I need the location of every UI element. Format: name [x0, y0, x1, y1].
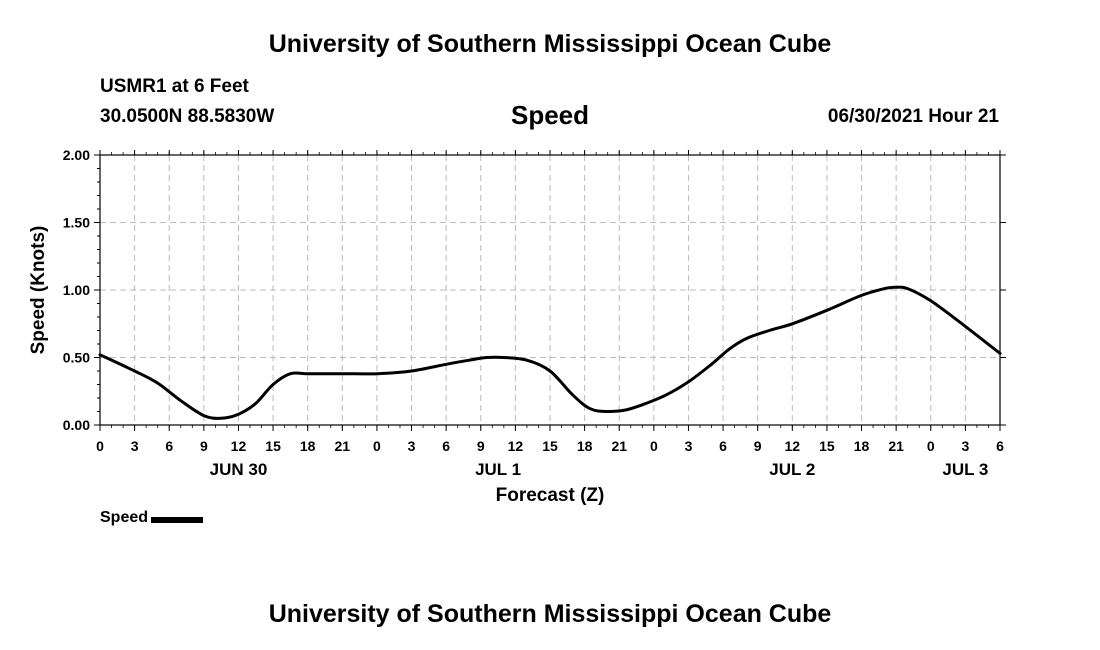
x-axis-title: Forecast (Z)	[496, 485, 605, 506]
x-tick-label: 18	[854, 438, 870, 454]
x-tick-label: 6	[442, 438, 450, 454]
x-tick-label: 0	[96, 438, 104, 454]
y-axis-title: Speed (Knots)	[28, 226, 49, 355]
x-tick-label: 0	[650, 438, 658, 454]
series-line-speed	[98, 285, 1002, 420]
x-tick-label: 21	[611, 438, 627, 454]
datetime-label: 06/30/2021 Hour 21	[827, 106, 999, 127]
x-tick-label: 0	[927, 438, 935, 454]
x-date-label: JUL 2	[769, 460, 815, 479]
page-title-top: University of Southern Mississippi Ocean…	[268, 30, 832, 58]
x-tick-label: 9	[200, 438, 208, 454]
coordinates-label: 30.0500N 88.5830W	[100, 106, 275, 127]
y-tick-label: 2.00	[63, 147, 90, 163]
x-date-label: JUL 3	[942, 460, 988, 479]
y-tick-label: 0.50	[63, 350, 90, 366]
page-title-bottom: University of Southern Mississippi Ocean…	[268, 600, 832, 628]
y-tick-label: 1.50	[63, 215, 90, 231]
x-tick-label: 12	[508, 438, 524, 454]
legend-line-swatch	[151, 516, 204, 523]
x-tick-label: 3	[408, 438, 416, 454]
chart-title: Speed	[510, 100, 590, 130]
x-date-label: JUL 1	[475, 460, 521, 479]
x-tick-label: 18	[577, 438, 593, 454]
x-tick-label: 3	[961, 438, 969, 454]
x-tick-label: 6	[719, 438, 727, 454]
x-tick-label: 9	[477, 438, 485, 454]
x-tick-label: 3	[131, 438, 139, 454]
x-tick-label: 18	[300, 438, 316, 454]
x-tick-label: 6	[165, 438, 173, 454]
x-tick-label: 6	[996, 438, 1004, 454]
x-date-label: JUN 30	[210, 460, 268, 479]
legend: Speed	[100, 509, 204, 527]
x-tick-label: 15	[265, 438, 281, 454]
x-tick-label: 15	[542, 438, 558, 454]
x-tick-label: 9	[754, 438, 762, 454]
station-label: USMR1 at 6 Feet	[100, 76, 249, 97]
y-tick-label: 1.00	[63, 282, 90, 298]
x-tick-label: 12	[231, 438, 247, 454]
y-tick-label: 0.00	[63, 417, 90, 433]
x-tick-label: 21	[888, 438, 904, 454]
x-tick-label: 0	[373, 438, 381, 454]
x-tick-label: 15	[819, 438, 835, 454]
x-tick-label: 21	[335, 438, 351, 454]
x-tick-label: 12	[785, 438, 801, 454]
x-tick-label: 3	[685, 438, 693, 454]
legend-label: Speed	[100, 509, 149, 526]
